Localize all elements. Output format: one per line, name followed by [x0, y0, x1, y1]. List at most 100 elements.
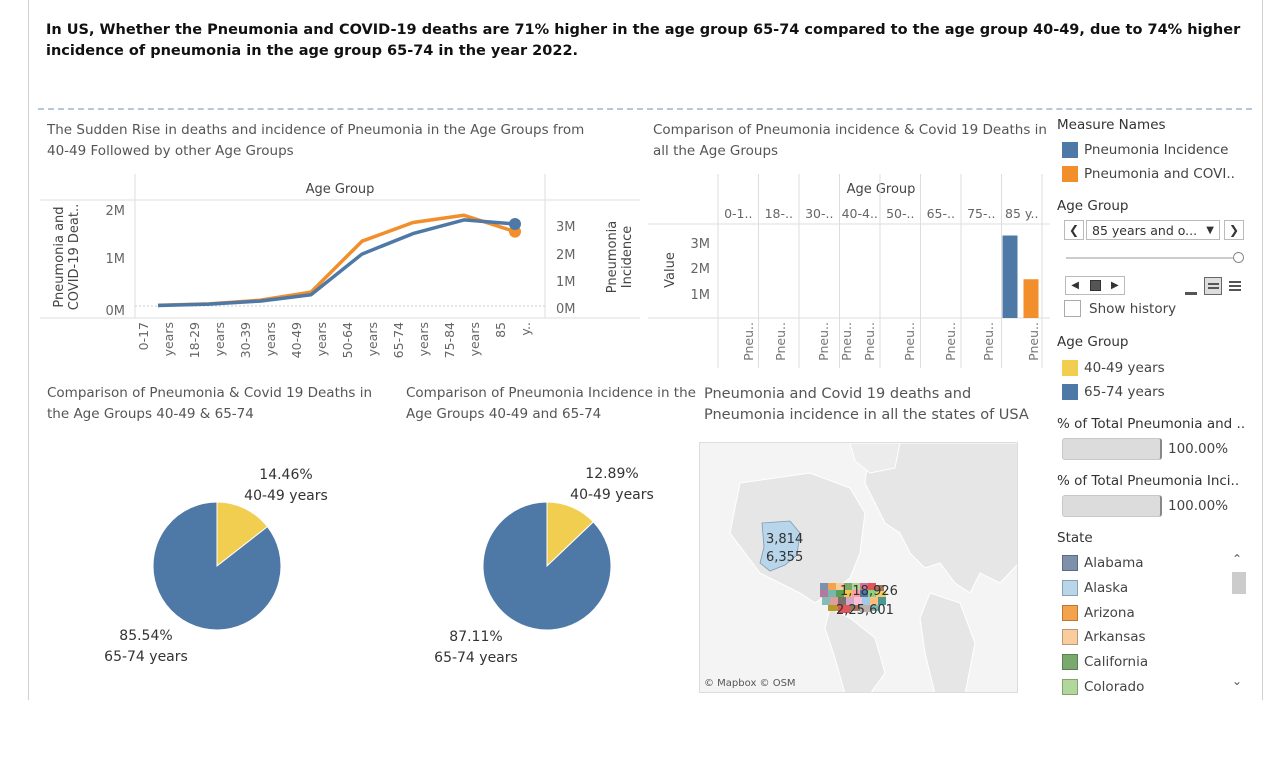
state-alaska[interactable]	[759, 520, 801, 572]
scrollbar-thumb[interactable]	[1232, 572, 1246, 594]
speed-normal-icon[interactable]	[1204, 277, 1222, 295]
land-europe-asia	[864, 443, 1017, 594]
pie-deaths-pct-40-49: 14.46%	[259, 467, 313, 483]
legend-label: Pneumonia Incidence	[1084, 142, 1229, 158]
scroll-down-icon[interactable]: ⌄	[1232, 674, 1243, 688]
legend-swatch-orange	[1062, 166, 1078, 182]
line-chart-xtick: years	[263, 322, 278, 356]
line-chart-ytick-right: 3M	[556, 220, 576, 235]
line-chart-xtick: y..	[518, 322, 533, 336]
legend-label: 65-74 years	[1084, 384, 1165, 400]
line-chart-xtick: 30-39	[238, 322, 253, 358]
map-credit: © Mapbox © OSM	[704, 678, 796, 689]
pie-incidence-pct-40-49: 12.89%	[585, 466, 639, 482]
line-chart-xtick: 0-17	[136, 322, 151, 350]
state-swatch	[1062, 555, 1078, 571]
age-filter-prev-button[interactable]: ❮	[1064, 220, 1084, 240]
age-slider-handle[interactable]	[1233, 252, 1244, 263]
line-chart-ylabel-right: PneumoniaIncidence	[605, 221, 635, 294]
speed-slow-icon[interactable]	[1182, 277, 1200, 295]
pie-slice-40-49-years	[216, 501, 269, 568]
line-chart-xtick: years	[212, 322, 227, 356]
line-series-pneumonia-incidence	[157, 218, 516, 308]
legend-item-pneumonia-incidence[interactable]: Pneumonia Incidence	[1062, 140, 1228, 160]
playback-controls[interactable]: ◀ ▶	[1065, 276, 1125, 295]
usa-map[interactable]: 3,814 6,355 1,18,926 2,25,601 © Mapbox ©…	[699, 442, 1018, 693]
line-chart-xtick: years	[365, 322, 380, 356]
stop-icon[interactable]	[1089, 280, 1101, 291]
legend-item-65-74[interactable]: 65-74 years	[1062, 382, 1165, 402]
pie-slice-65-74-years	[152, 501, 282, 631]
line-chart-ytick-right: 0M	[556, 302, 576, 317]
legend-swatch-yellow	[1062, 360, 1078, 376]
pie-incidence-label-40-49: 12.89% 40-49 years	[566, 464, 658, 506]
legend-item-pneumonia-covid[interactable]: Pneumonia and COVI..	[1062, 164, 1235, 184]
chevron-right-icon: ❯	[1228, 223, 1240, 237]
pie-deaths-pct-65-74: 85.54%	[119, 628, 173, 644]
line-chart-ytick-right: 2M	[556, 248, 576, 263]
pie-incidence-pct-65-74: 87.11%	[449, 629, 503, 645]
bar-chart-bottom-label: Pneu..	[902, 322, 917, 361]
pie-deaths-title: Comparison of Pneumonia & Covid 19 Death…	[47, 385, 373, 422]
ylabel-left-line2: COVID-19 Deat..	[67, 204, 82, 311]
bar-chart-col-label: 85 y..	[1005, 206, 1038, 221]
speed-controls[interactable]	[1182, 277, 1244, 295]
bar-chart-bottom-label: Pneu..	[943, 322, 958, 361]
line-chart-ytick-left: 0M	[106, 304, 126, 319]
pie-deaths-cat-65-74: 65-74 years	[104, 649, 188, 665]
state-legend-item[interactable]: Arizona	[1062, 603, 1135, 623]
state-legend-scrollbar[interactable]: ⌃ ⌄	[1230, 552, 1246, 692]
age-slider-track[interactable]	[1066, 257, 1238, 259]
line-chart-xtick: 18-29	[187, 322, 202, 358]
show-history-label: Show history	[1089, 301, 1177, 317]
pie-incidence-title: Comparison of Pneumonia Incidence in the…	[406, 385, 696, 422]
dropdown-caret-icon: ▼	[1206, 224, 1214, 236]
state-swatch	[1062, 679, 1078, 695]
pie-incidence-label-65-74: 87.11% 65-74 years	[430, 627, 522, 669]
bar-chart-bottom-label: Pneu..	[773, 322, 788, 361]
state-legend-item[interactable]: California	[1062, 652, 1148, 672]
line-chart-xtick: years	[467, 322, 482, 356]
state-mosaic[interactable]	[820, 583, 886, 613]
pct-deaths-value: 100.00%	[1168, 441, 1229, 457]
us-label-2: 2,25,601	[836, 603, 894, 618]
bar-chart-bottom-label: Pneu..	[862, 322, 877, 361]
line-chart: Age Group 2M 1M 0M 3M 2M 1M 0M Pneumonia andCOVI…	[40, 174, 640, 358]
state-legend-item[interactable]: Alabama	[1062, 553, 1144, 573]
measure-names-title: Measure Names	[1057, 117, 1166, 133]
legend-swatch-blue-age	[1062, 384, 1078, 400]
speed-fast-icon[interactable]	[1226, 277, 1244, 295]
bar-chart-bottom-label: Pneu..	[816, 322, 831, 361]
land-greenland	[849, 443, 901, 474]
age-filter-title: Age Group	[1057, 198, 1129, 214]
line-chart-ytick-left: 2M	[106, 204, 126, 219]
pie-slice-65-74-years	[482, 501, 612, 631]
show-history-checkbox[interactable]	[1064, 300, 1081, 317]
bar-chart-col-label: 18-..	[765, 206, 793, 221]
state-legend-item[interactable]: Colorado	[1062, 677, 1144, 697]
dashboard-headline: In US, Whether the Pneumonia and COVID-1…	[46, 22, 1241, 59]
legend-label: 40-49 years	[1084, 360, 1165, 376]
state-legend-item[interactable]: Arkansas	[1062, 627, 1146, 647]
frame-left	[28, 0, 29, 700]
age-filter-next-button[interactable]: ❯	[1224, 220, 1244, 240]
bar-chart-col-label: 75-..	[967, 206, 995, 221]
state-swatch	[1062, 579, 1078, 596]
scroll-up-icon[interactable]: ⌃	[1232, 552, 1243, 566]
state-swatch	[1062, 604, 1078, 621]
bar-chart-bottom-label: Pneu..	[839, 322, 854, 361]
step-back-icon[interactable]: ◀	[1071, 280, 1079, 291]
map-title: Pneumonia and Covid 19 deaths and Pneumo…	[704, 386, 1029, 423]
bar-chart-title: Comparison of Pneumonia incidence & Covi…	[653, 122, 1047, 159]
state-swatch	[1062, 654, 1078, 671]
line-chart-ylabel-left: Pneumonia andCOVID-19 Deat..	[52, 204, 82, 311]
state-legend-item[interactable]: Alaska	[1062, 578, 1128, 598]
state-label: Colorado	[1084, 679, 1145, 695]
legend-item-40-49[interactable]: 40-49 years	[1062, 358, 1165, 378]
play-icon[interactable]: ▶	[1111, 280, 1119, 291]
alaska-label-1: 3,814	[766, 532, 803, 547]
bar-chart-header: Age Group	[847, 182, 916, 197]
age-filter-select[interactable]: 85 years and o... ▼	[1086, 220, 1220, 240]
map-canvas[interactable]: 3,814 6,355 1,18,926 2,25,601	[700, 443, 1018, 693]
line-chart-xtick: years	[161, 322, 176, 356]
